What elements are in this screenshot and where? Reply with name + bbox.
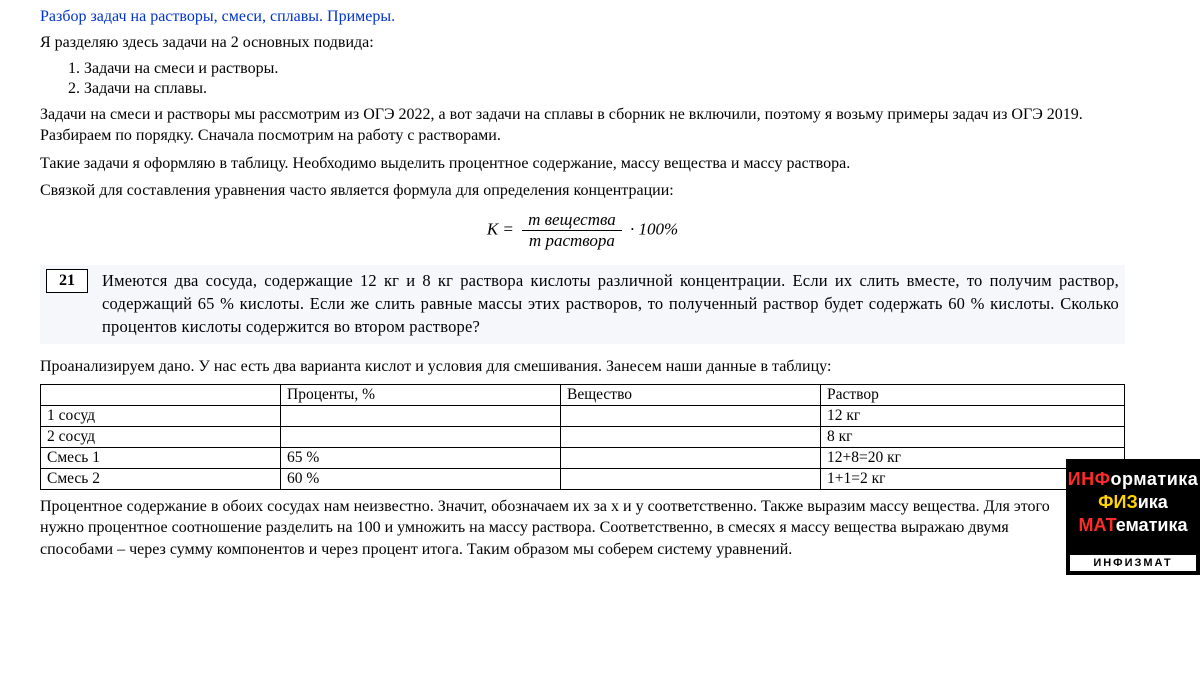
section-heading: Разбор задач на растворы, смеси, сплавы.… [40, 8, 1125, 26]
subtype-list: Задачи на смеси и растворы. Задачи на сп… [64, 60, 1125, 98]
logo-line: МАТематика [1066, 515, 1200, 536]
table-cell: Смесь 1 [41, 447, 281, 468]
list-item: Задачи на сплавы. [84, 80, 1125, 98]
brand-logo: ИНФорматика ФИЗика МАТематика ИНФИЗМАТ [1066, 459, 1200, 575]
data-table: Проценты, % Вещество Раствор 1 сосуд 12 … [40, 384, 1125, 490]
table-header: Вещество [561, 384, 821, 405]
table-cell [561, 426, 821, 447]
table-cell [281, 405, 561, 426]
table-cell [561, 468, 821, 489]
table-row: Смесь 2 60 % 1+1=2 кг [41, 468, 1125, 489]
table-header [41, 384, 281, 405]
logo-line: ФИЗика [1066, 492, 1200, 513]
formula-denominator: m раствора [522, 231, 622, 251]
paragraph: Связкой для составления уравнения часто … [40, 180, 1125, 202]
table-header: Раствор [821, 384, 1125, 405]
table-row: 1 сосуд 12 кг [41, 405, 1125, 426]
problem-text: Имеются два сосуда, содержащие 12 кг и 8… [102, 269, 1119, 338]
table-row: 2 сосуд 8 кг [41, 426, 1125, 447]
paragraph: Задачи на смеси и растворы мы рассмотрим… [40, 104, 1125, 147]
paragraph: Такие задачи я оформляю в таблицу. Необх… [40, 153, 1125, 175]
logo-line: ИНФорматика [1066, 469, 1200, 490]
table-cell: 1 сосуд [41, 405, 281, 426]
table-header-row: Проценты, % Вещество Раствор [41, 384, 1125, 405]
problem-number: 21 [46, 269, 88, 293]
table-cell: Смесь 2 [41, 468, 281, 489]
table-cell: 60 % [281, 468, 561, 489]
list-item: Задачи на смеси и растворы. [84, 60, 1125, 78]
intro-text: Я разделяю здесь задачи на 2 основных по… [40, 32, 1125, 54]
formula-numerator: m вещества [522, 210, 622, 231]
paragraph: Проанализируем дано. У нас есть два вари… [40, 356, 1125, 378]
table-row: Смесь 1 65 % 12+8=20 кг [41, 447, 1125, 468]
formula-lhs: K = [487, 219, 514, 238]
formula-tail: · 100% [630, 219, 678, 238]
formula-fraction: m вещества m раствора [522, 210, 622, 251]
table-cell [561, 447, 821, 468]
logo-bar: ИНФИЗМАТ [1070, 555, 1196, 571]
table-cell [561, 405, 821, 426]
table-cell: 2 сосуд [41, 426, 281, 447]
table-cell [281, 426, 561, 447]
table-cell: 65 % [281, 447, 561, 468]
table-header: Проценты, % [281, 384, 561, 405]
concentration-formula: K = m вещества m раствора · 100% [40, 210, 1125, 251]
paragraph: Процентное содержание в обоих сосудах на… [40, 496, 1050, 561]
table-cell: 8 кг [821, 426, 1125, 447]
table-cell: 12 кг [821, 405, 1125, 426]
problem-box: 21 Имеются два сосуда, содержащие 12 кг … [40, 265, 1125, 344]
